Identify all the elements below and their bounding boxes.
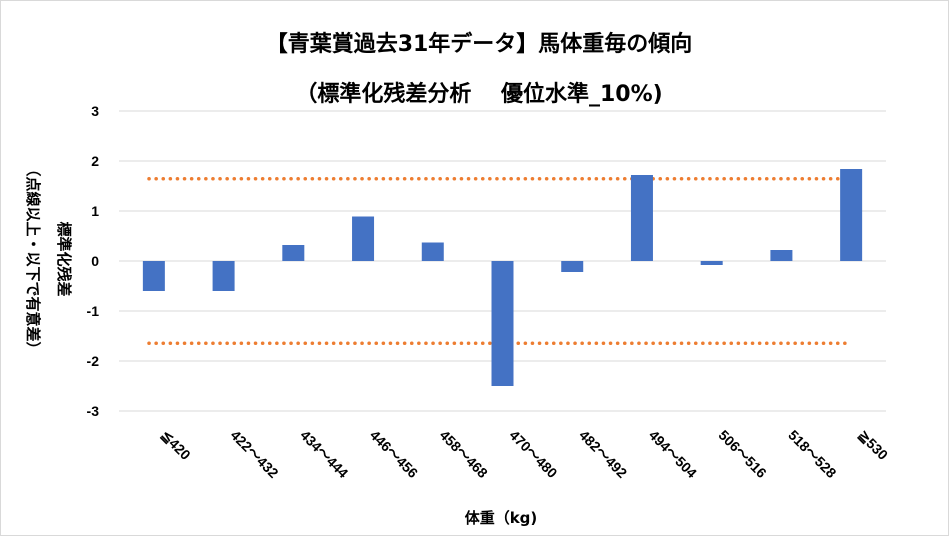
bar xyxy=(142,261,165,291)
y-tick-label: 2 xyxy=(91,153,99,169)
y-tick-label: -1 xyxy=(87,303,100,319)
x-tick-label: 434～444 xyxy=(297,427,351,481)
chart-title: 【青葉賞過去31年データ】馬体重毎の傾向 xyxy=(266,31,693,57)
x-tick-labels: ≦420 422～432 434～444 446～456 458～468 470～480 4… xyxy=(158,427,892,481)
bar xyxy=(840,169,863,261)
x-tick-label: 494～504 xyxy=(646,427,700,481)
x-tick-label: 518～528 xyxy=(785,427,839,481)
bar xyxy=(561,261,584,272)
y-tick-labels: -3 -2 -1 0 1 2 3 xyxy=(87,103,100,419)
y-axis-title: 標準化残差 xyxy=(55,221,73,296)
x-tick-label: 506～516 xyxy=(716,427,770,481)
bar xyxy=(630,175,653,261)
threshold-lines xyxy=(147,177,851,345)
x-axis-title: 体重（kg) xyxy=(465,509,538,527)
x-tick-label: 422～432 xyxy=(227,427,281,481)
bars xyxy=(142,169,863,386)
x-tick-label: ≧530 xyxy=(855,427,891,463)
bar xyxy=(282,245,305,261)
bar xyxy=(491,261,514,386)
y-tick-label: 3 xyxy=(91,103,99,119)
x-tick-label: 446～456 xyxy=(367,427,421,481)
x-tick-label: 470～480 xyxy=(506,427,560,481)
chart-subtitle: （標準化残差分析 優位水準_10%) xyxy=(295,81,662,107)
y-axis-note: （点線以上・以下で有意差） xyxy=(24,161,42,356)
bar xyxy=(352,216,375,261)
y-tick-label: -3 xyxy=(87,403,100,419)
x-tick-label: ≦420 xyxy=(158,427,194,463)
bar xyxy=(700,261,723,265)
y-tick-label: 0 xyxy=(91,253,99,269)
x-tick-label: 482～492 xyxy=(576,427,630,481)
y-tick-label: 1 xyxy=(91,203,99,219)
bar xyxy=(421,242,444,261)
bar xyxy=(212,261,235,291)
bar xyxy=(770,250,793,261)
y-tick-label: -2 xyxy=(87,353,100,369)
x-tick-label: 458～468 xyxy=(437,427,491,481)
